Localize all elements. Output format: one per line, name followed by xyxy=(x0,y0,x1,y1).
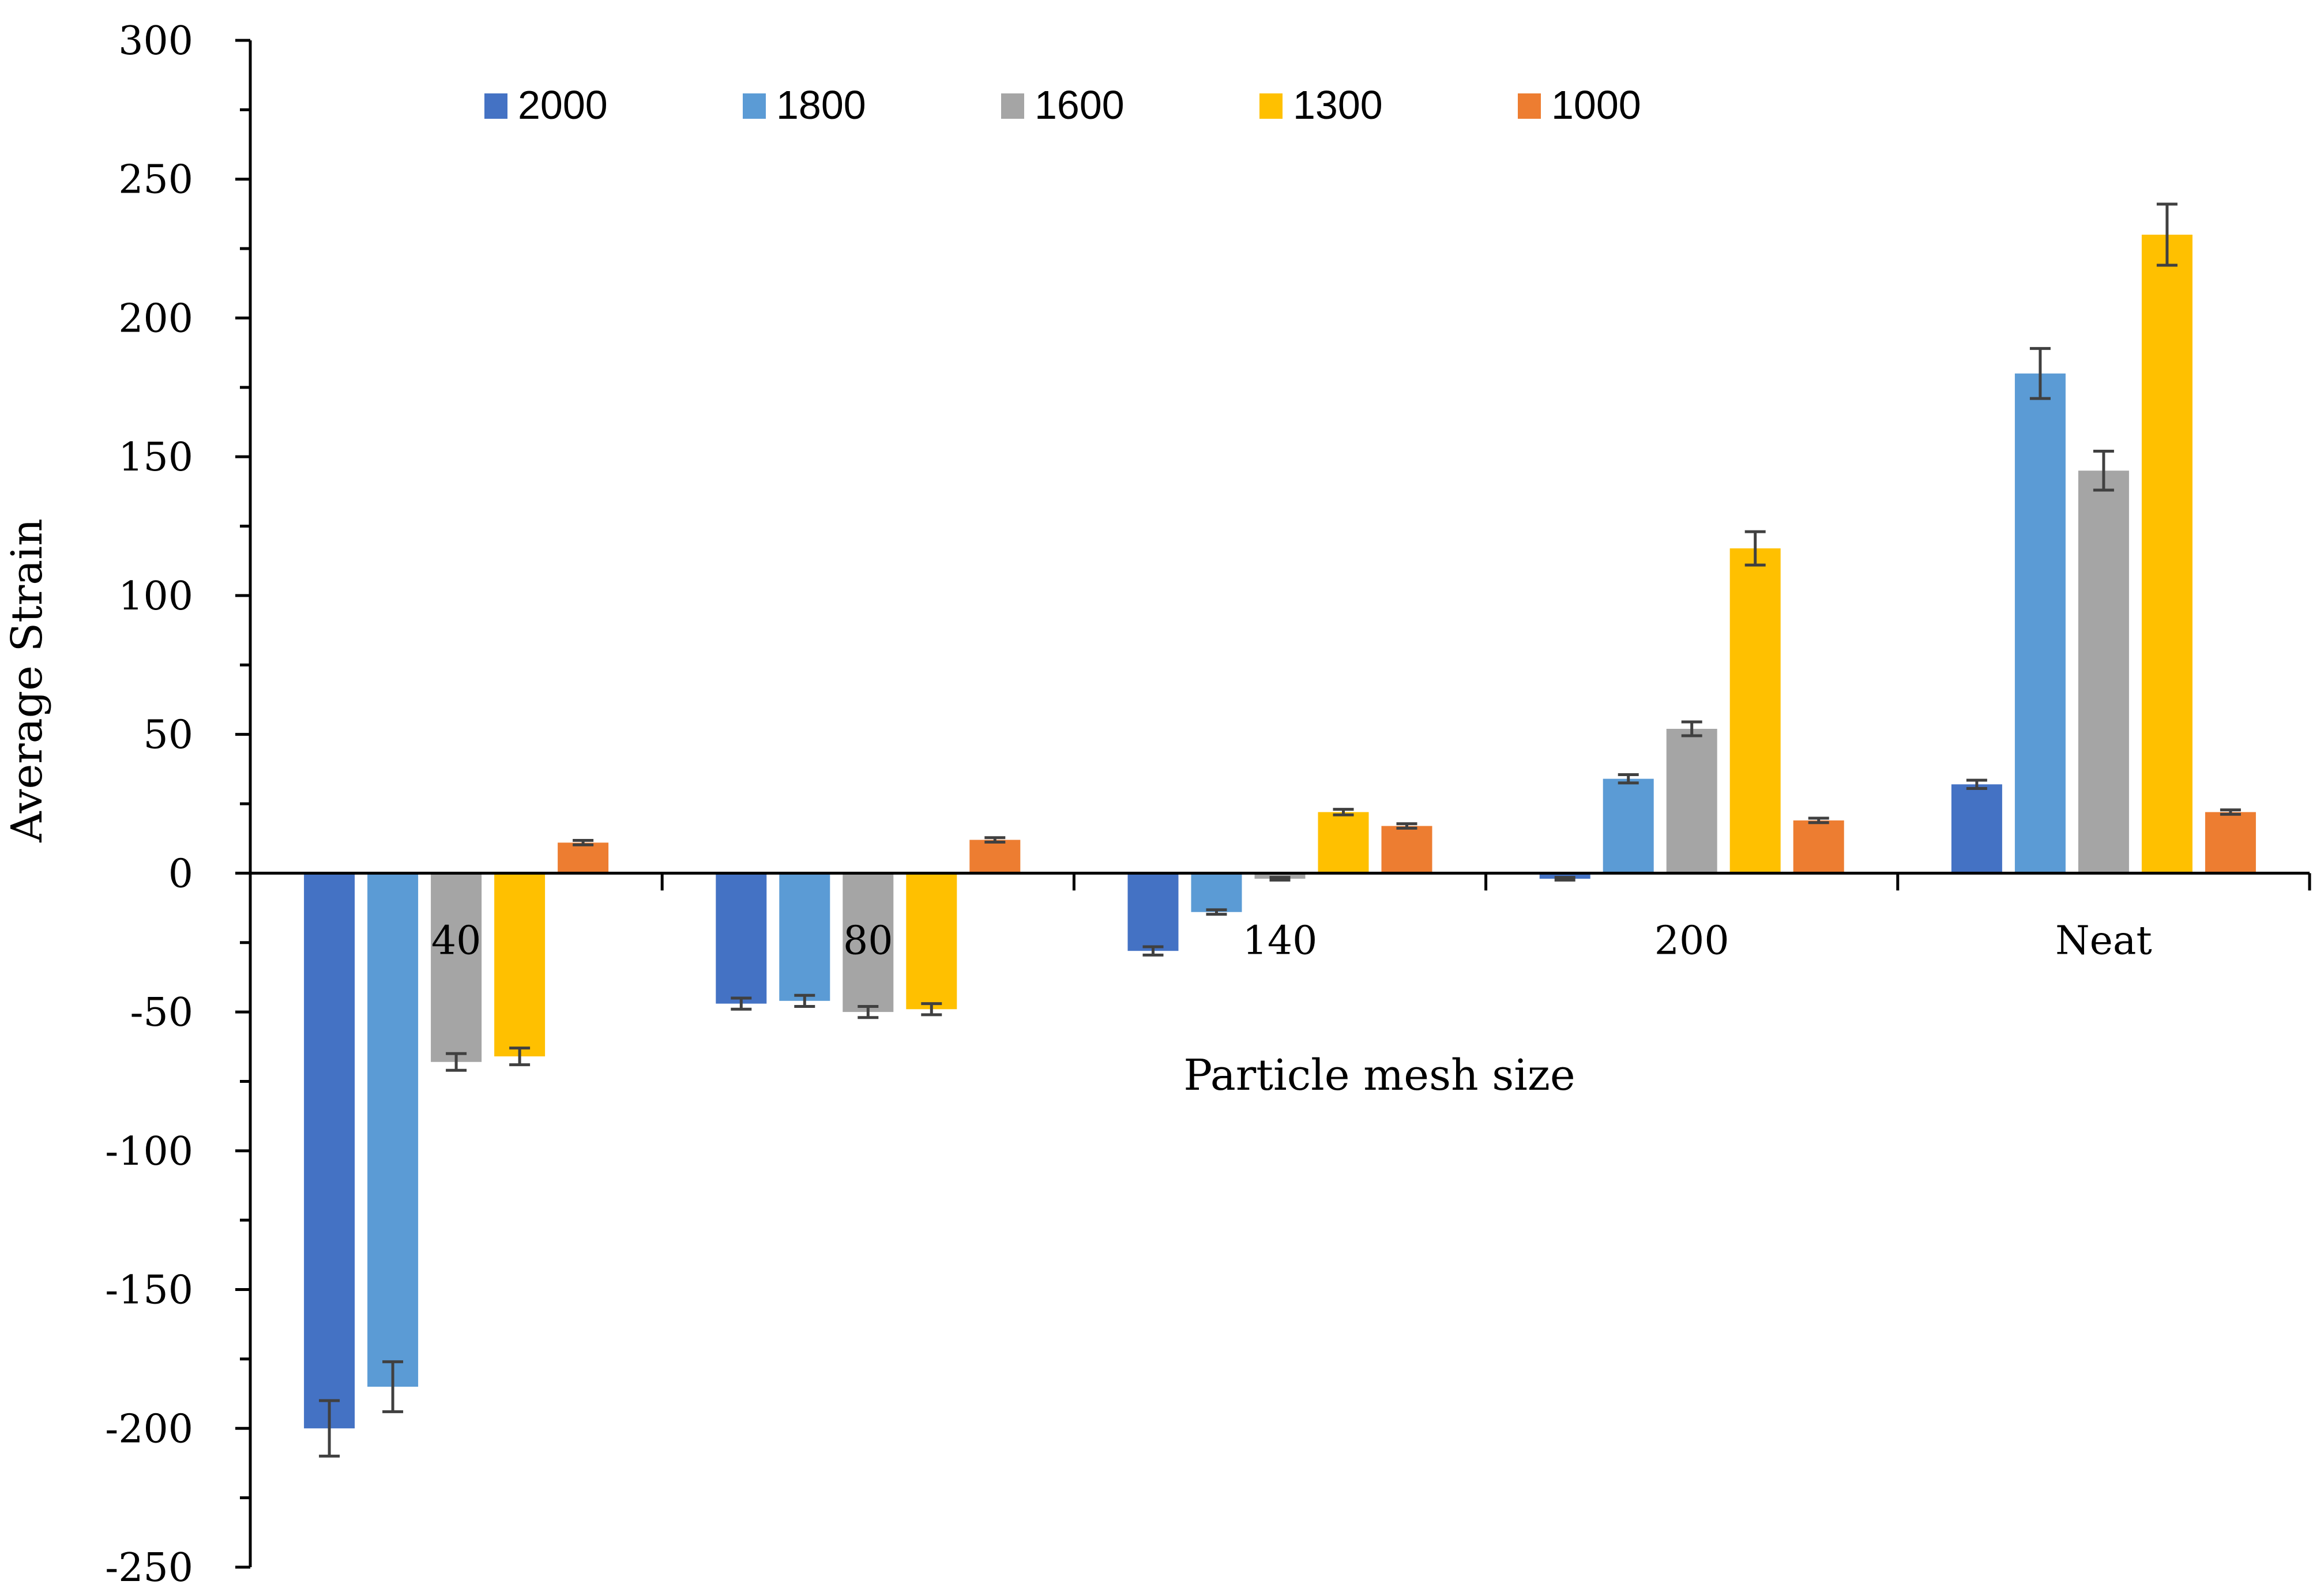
y-tick-label: 50 xyxy=(143,713,193,758)
y-tick-label: -150 xyxy=(105,1268,193,1313)
error-bar-1600-140 xyxy=(1269,876,1291,882)
x-axis: 40 80 140 200 Neat xyxy=(249,871,2311,963)
error-bar-1000-80 xyxy=(984,836,1006,844)
bar-series-group xyxy=(304,235,2256,1429)
legend-label: 2000 xyxy=(518,82,608,127)
bar-2000-80 xyxy=(716,873,767,1004)
error-bar-1300-80 xyxy=(921,1002,942,1017)
legend-swatch xyxy=(1259,93,1283,119)
y-tick-label: -50 xyxy=(130,990,193,1036)
bar-1600-Neat xyxy=(2078,470,2129,874)
error-bar-1600-Neat xyxy=(2093,450,2114,492)
error-bar-1800-40 xyxy=(382,1360,404,1413)
error-bar-1000-140 xyxy=(1396,822,1417,830)
y-tick-label: -250 xyxy=(105,1545,193,1591)
error-bar-1600-200 xyxy=(1681,720,1702,737)
error-bar-1300-Neat xyxy=(2156,202,2178,267)
y-tick-label: 200 xyxy=(118,296,193,341)
error-bar-1600-40 xyxy=(446,1052,467,1072)
bar-1300-80 xyxy=(906,873,957,1010)
bar-2000-140 xyxy=(1127,873,1179,951)
bar-1300-200 xyxy=(1729,548,1781,874)
x-tick-label: 40 xyxy=(431,918,482,963)
bar-1000-200 xyxy=(1793,820,1844,874)
error-bar-2000-80 xyxy=(731,996,752,1011)
y-tick-label: -100 xyxy=(105,1129,193,1175)
legend-label: 1300 xyxy=(1293,82,1383,127)
error-bar-1800-200 xyxy=(1618,773,1639,785)
x-tick-label: Neat xyxy=(2055,918,2152,963)
bar-1800-140 xyxy=(1191,873,1242,912)
error-bar-2000-200 xyxy=(1554,876,1575,882)
y-axis: 300 250 200 150 100 50 0 -50 -100 -150 -200 -250 xyxy=(105,18,252,1591)
legend-item-1600: 1600 xyxy=(1001,82,1125,127)
bar-1800-200 xyxy=(1603,778,1654,874)
legend-swatch xyxy=(743,93,766,119)
error-bar-1800-Neat xyxy=(2029,347,2051,400)
error-bar-1300-140 xyxy=(1333,808,1354,816)
bar-1600-80 xyxy=(843,873,894,1012)
bar-1300-40 xyxy=(494,873,546,1057)
bar-1800-40 xyxy=(367,873,419,1387)
bar-1800-80 xyxy=(779,873,830,1001)
error-bar-2000-Neat xyxy=(1966,778,1987,791)
bar-1600-200 xyxy=(1666,729,1717,874)
legend-label: 1000 xyxy=(1551,82,1641,127)
x-tick-label: 140 xyxy=(1243,918,1318,963)
error-bar-1600-80 xyxy=(858,1004,879,1019)
y-tick-label: 0 xyxy=(168,851,193,897)
y-tick-label: -200 xyxy=(105,1406,193,1452)
legend: 2000 1800 1600 1300 1000 xyxy=(484,82,1641,127)
x-tick-label: 200 xyxy=(1654,918,1729,963)
legend-label: 1800 xyxy=(776,82,866,127)
bar-1800-Neat xyxy=(2014,373,2066,874)
legend-swatch xyxy=(1518,93,1541,119)
y-axis-title: Average Strain xyxy=(2,518,52,842)
bar-1300-140 xyxy=(1318,812,1369,874)
error-bars-group xyxy=(319,202,2241,1458)
error-bar-1000-40 xyxy=(573,839,594,846)
legend-item-1800: 1800 xyxy=(743,82,866,127)
error-bar-1000-Neat xyxy=(2220,808,2241,816)
bar-1000-80 xyxy=(969,840,1021,874)
bar-1300-Neat xyxy=(2141,235,2193,874)
bar-1000-140 xyxy=(1381,826,1432,874)
legend-swatch xyxy=(484,93,507,119)
error-bar-2000-40 xyxy=(319,1399,340,1458)
error-bar-1800-140 xyxy=(1206,908,1227,916)
bar-2000-Neat xyxy=(1951,784,2002,874)
legend-swatch xyxy=(1001,93,1024,119)
legend-item-1300: 1300 xyxy=(1259,82,1383,127)
bar-1000-40 xyxy=(558,842,609,874)
y-tick-label: 150 xyxy=(118,435,193,480)
legend-label: 1600 xyxy=(1035,82,1125,127)
y-tick-label: 100 xyxy=(118,574,193,619)
x-tick-label: 80 xyxy=(843,918,893,963)
legend-item-1000: 1000 xyxy=(1518,82,1641,127)
y-tick-label: 300 xyxy=(118,18,193,64)
error-bar-1300-200 xyxy=(1744,530,1766,567)
bar-2000-40 xyxy=(304,873,355,1429)
bar-1000-Neat xyxy=(2205,812,2256,874)
error-bar-2000-140 xyxy=(1142,945,1164,957)
y-tick-label: 250 xyxy=(118,157,193,203)
error-bar-1800-80 xyxy=(794,993,815,1008)
bar-1600-40 xyxy=(431,873,482,1062)
error-bar-1000-200 xyxy=(1808,816,1829,825)
x-axis-title: Particle mesh size xyxy=(1183,1051,1575,1100)
legend-item-2000: 2000 xyxy=(484,82,608,127)
error-bar-1300-40 xyxy=(509,1047,531,1067)
